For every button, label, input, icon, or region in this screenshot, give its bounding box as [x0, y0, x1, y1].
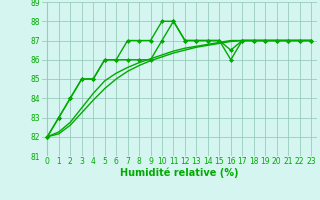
X-axis label: Humidité relative (%): Humidité relative (%)	[120, 168, 238, 178]
